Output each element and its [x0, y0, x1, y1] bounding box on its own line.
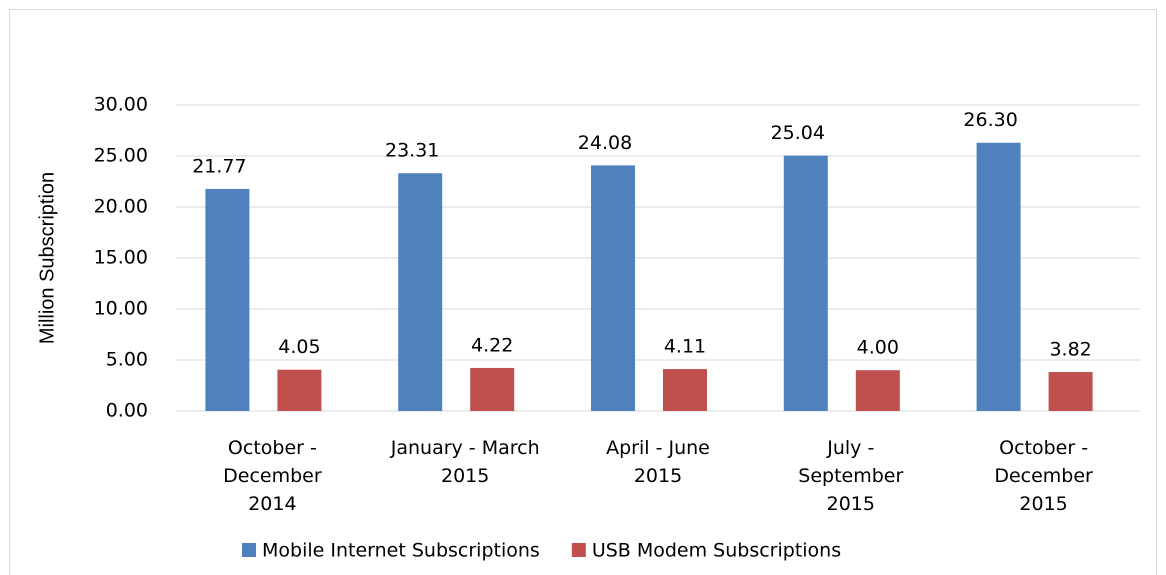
y-tick-label: 20.00 [94, 196, 148, 218]
y-tick-label: 15.00 [94, 247, 148, 269]
bar [205, 188, 250, 411]
data-label: 24.08 [578, 132, 632, 154]
y-tick-label: 5.00 [106, 349, 148, 371]
chart-border [9, 9, 1157, 575]
bar [976, 142, 1021, 412]
data-label: 21.77 [192, 155, 246, 177]
data-label: 23.31 [385, 140, 439, 162]
x-tick-label: October - December 2014 [223, 437, 322, 515]
bar [855, 370, 900, 411]
bar [470, 367, 515, 411]
data-label: 26.30 [963, 109, 1017, 131]
x-tick-label: July - September 2015 [798, 437, 904, 515]
x-tick-label: April - June 2015 [606, 437, 710, 487]
bar [277, 369, 322, 411]
y-tick-label: 25.00 [94, 145, 148, 167]
legend-swatch [571, 543, 586, 557]
x-tick-label: January - March 2015 [390, 437, 540, 487]
legend-label: USB Modem Subscriptions [592, 540, 841, 562]
legend-label: Mobile Internet Subscriptions [262, 540, 540, 562]
y-tick-label: 10.00 [94, 298, 148, 320]
y-tick-label: 30.00 [94, 94, 148, 116]
data-label: 25.04 [771, 122, 825, 144]
bar [591, 165, 635, 411]
data-label: 4.00 [857, 337, 899, 359]
bar [398, 173, 443, 411]
bar [663, 369, 707, 411]
bar [783, 155, 828, 411]
legend-swatch [242, 543, 256, 557]
bar [1048, 372, 1093, 411]
y-tick-label: 0.00 [106, 400, 148, 422]
data-label: 4.22 [471, 334, 513, 356]
data-label: 4.11 [664, 336, 706, 358]
x-tick-label: October - December 2015 [994, 437, 1093, 515]
y-axis-title: Million Subscription [36, 172, 58, 344]
data-label: 4.05 [278, 336, 320, 358]
data-label: 3.82 [1049, 339, 1091, 361]
